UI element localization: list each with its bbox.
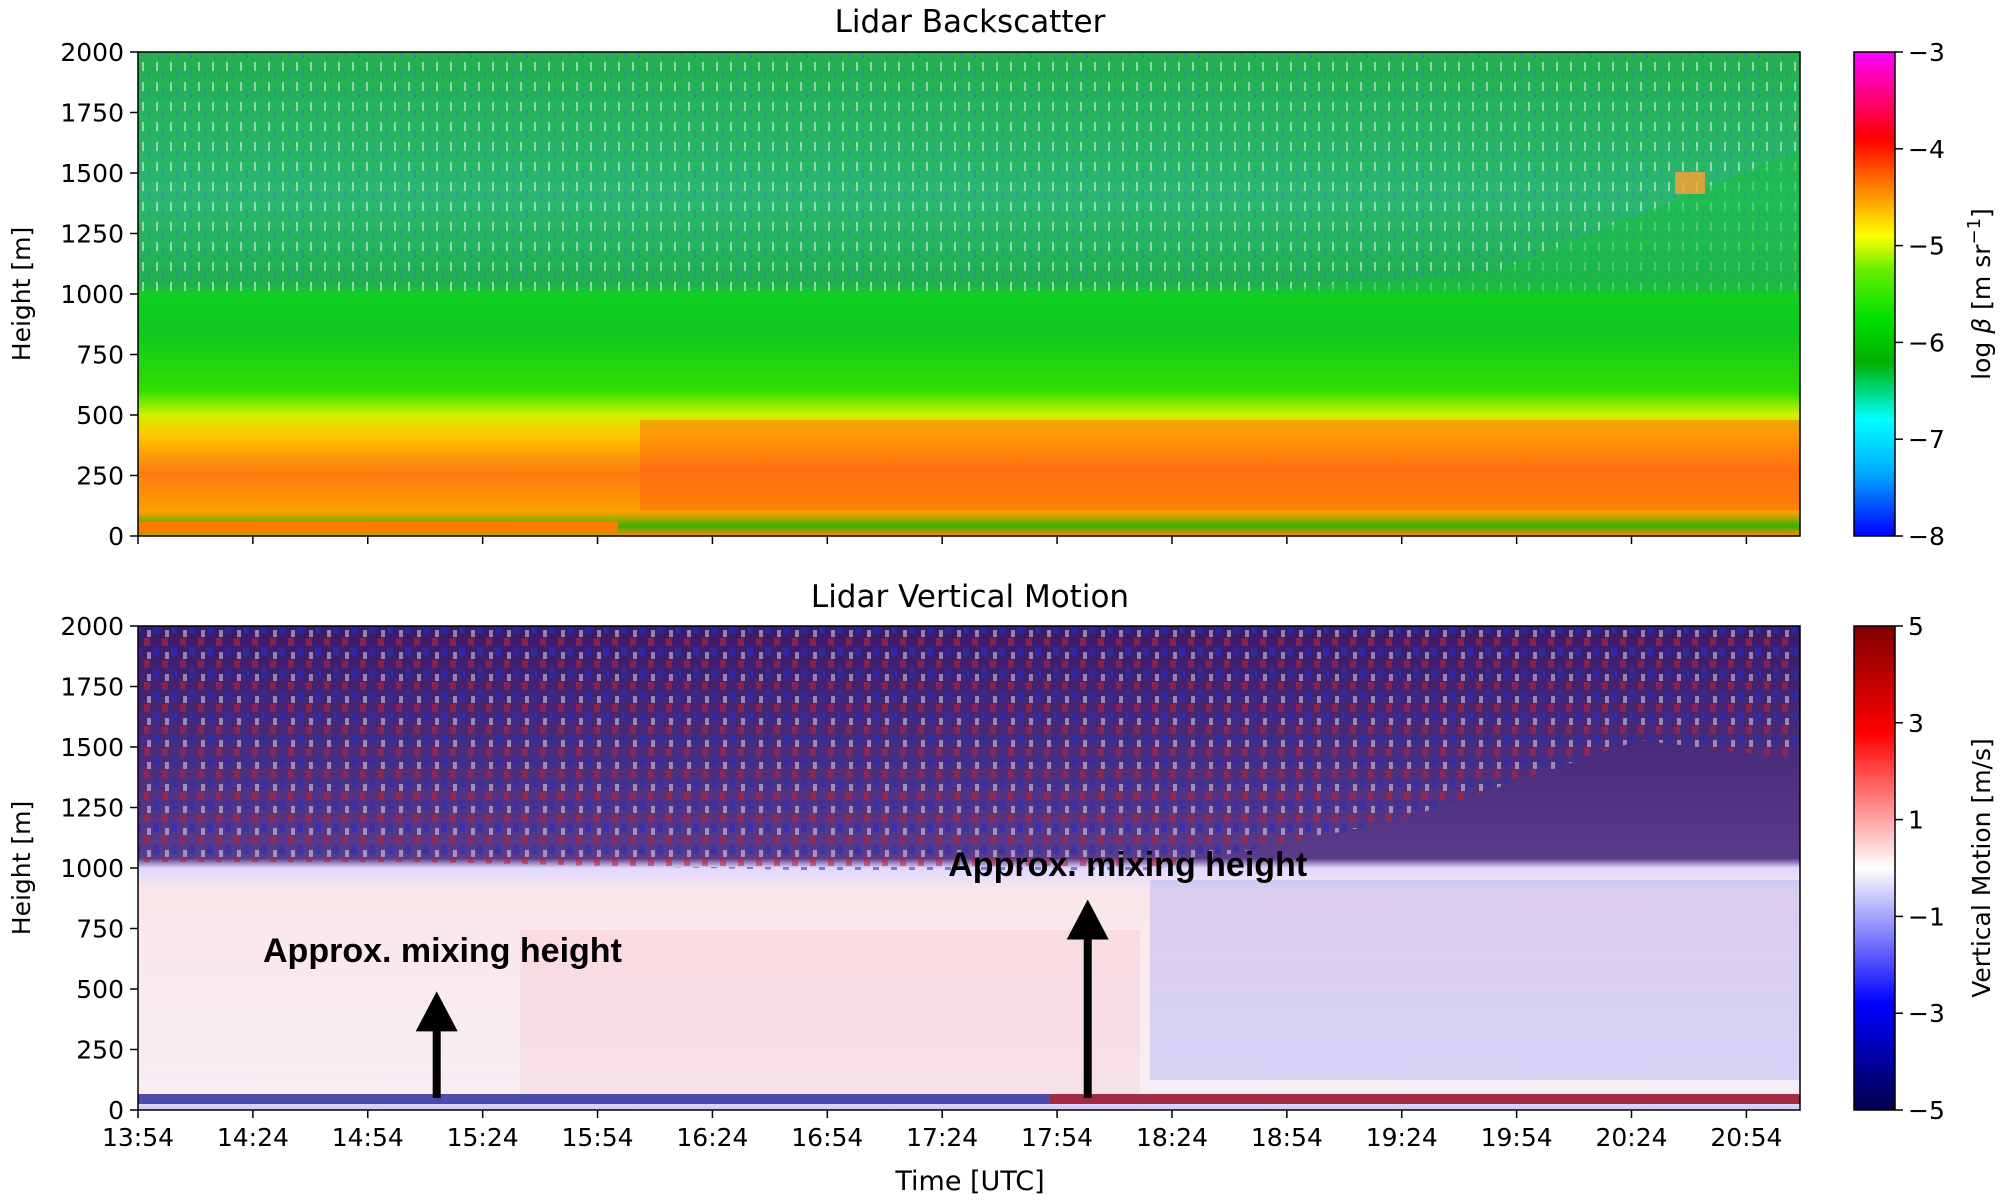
colorbar-tick-label: 3 [1908,709,1924,738]
x-tick-label: 15:24 [447,1123,519,1152]
x-tick-label: 19:54 [1481,1123,1553,1152]
x-tick-label: 17:54 [1021,1123,1093,1152]
backscatter-heatmap [138,52,1800,536]
y-tick-label: 1000 [60,280,124,309]
x-tick-label: 14:24 [217,1123,289,1152]
backscatter-panel: Lidar Backscatter 0 250 500 750 1000 1250 1500… [7,4,1996,551]
vertical-motion-y-label: Height [m] [7,801,36,935]
y-tick-label: 1000 [60,854,124,883]
vertical-motion-heatmap [138,626,1800,1110]
x-tick-label: 18:54 [1251,1123,1323,1152]
x-tick-label: 19:24 [1366,1123,1438,1152]
colorbar-tick-label: −5 [1908,1096,1945,1125]
y-tick-label: 0 [108,522,124,551]
x-tick-label: 16:54 [791,1123,863,1152]
backscatter-x-ticks [137,536,1748,544]
colorbar-tick-label: −4 [1908,135,1945,164]
x-tick-label: 20:24 [1595,1123,1667,1152]
backscatter-colorbar-ticks: −3 −4 −5 −6 −7 −8 [1895,38,1945,551]
colorbar-tick-label: 1 [1908,806,1924,835]
y-tick-label: 2000 [60,612,124,641]
backscatter-colorbar-label: log β [m sr−1] [1964,208,1996,380]
y-tick-label: 750 [76,915,124,944]
y-tick-label: 2000 [60,38,124,67]
x-tick-label: 17:24 [906,1123,978,1152]
y-tick-label: 500 [76,975,124,1004]
y-tick-label: 500 [76,401,124,430]
y-tick-label: 1250 [60,794,124,823]
colorbar-tick-label: −7 [1908,425,1945,454]
colorbar-tick-label: −8 [1908,522,1945,551]
backscatter-title: Lidar Backscatter [835,4,1106,40]
x-tick-label: 15:54 [562,1123,634,1152]
time-axis-label: Time [UTC] [894,1166,1044,1197]
backscatter-y-axis: 0 250 500 750 1000 1250 1500 1750 2000 [60,38,138,551]
x-tick-label: 16:24 [676,1123,748,1152]
x-tick-label: 20:54 [1710,1123,1782,1152]
vertical-motion-panel: Lidar Vertical Motion 13:54 14:24 14:54 15:… [7,579,1996,1197]
mixing-height-label: Approx. mixing height [263,932,622,970]
y-tick-label: 750 [76,341,124,370]
vertical-motion-title: Lidar Vertical Motion [811,579,1129,615]
x-tick-label: 18:24 [1136,1123,1208,1152]
colorbar-tick-label: −3 [1908,999,1945,1028]
colorbar-tick-label: 5 [1908,612,1924,641]
y-tick-label: 0 [108,1096,124,1125]
backscatter-y-label: Height [m] [7,227,36,361]
y-tick-label: 250 [76,462,124,491]
vertical-motion-colorbar [1853,625,1896,1111]
mixing-height-annotations: Approx. mixing height Approx. mixing heig… [263,846,1307,1098]
vertical-motion-colorbar-ticks: 5 3 1 −1 −3 −5 [1895,612,1945,1125]
y-tick-label: 1750 [60,673,124,702]
colorbar-tick-label: −3 [1908,38,1945,67]
y-tick-label: 250 [76,1036,124,1065]
mixing-height-arrowhead [1066,899,1109,940]
x-tick-label: 14:54 [332,1123,404,1152]
vertical-motion-x-axis: 13:54 14:24 14:54 15:24 15:54 16:24 16:54 17:24… [102,1110,1782,1152]
colorbar-tick-label: −1 [1908,902,1945,931]
y-tick-label: 1500 [60,159,124,188]
backscatter-colorbar [1853,51,1896,537]
x-tick-label: 13:54 [102,1123,174,1152]
vertical-motion-y-axis: 0 250 500 750 1000 1250 1500 1750 2000 [60,612,138,1125]
colorbar-tick-label: −5 [1908,232,1945,261]
y-tick-label: 1500 [60,733,124,762]
mixing-height-label: Approx. mixing height [948,846,1307,884]
y-tick-label: 1750 [60,99,124,128]
mixing-height-arrowhead [415,991,458,1032]
colorbar-tick-label: −6 [1908,328,1945,357]
y-tick-label: 1250 [60,220,124,249]
vertical-motion-colorbar-label: Vertical Motion [m/s] [1967,738,1996,998]
